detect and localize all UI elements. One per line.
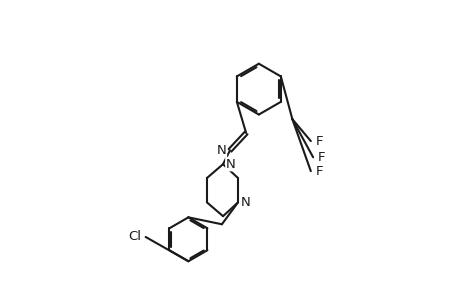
Text: F: F: [315, 135, 322, 148]
Text: N: N: [241, 196, 250, 209]
Text: F: F: [315, 165, 322, 178]
Text: N: N: [216, 144, 226, 157]
Text: N: N: [225, 158, 235, 171]
Text: F: F: [317, 151, 325, 164]
Text: Cl: Cl: [128, 230, 141, 244]
